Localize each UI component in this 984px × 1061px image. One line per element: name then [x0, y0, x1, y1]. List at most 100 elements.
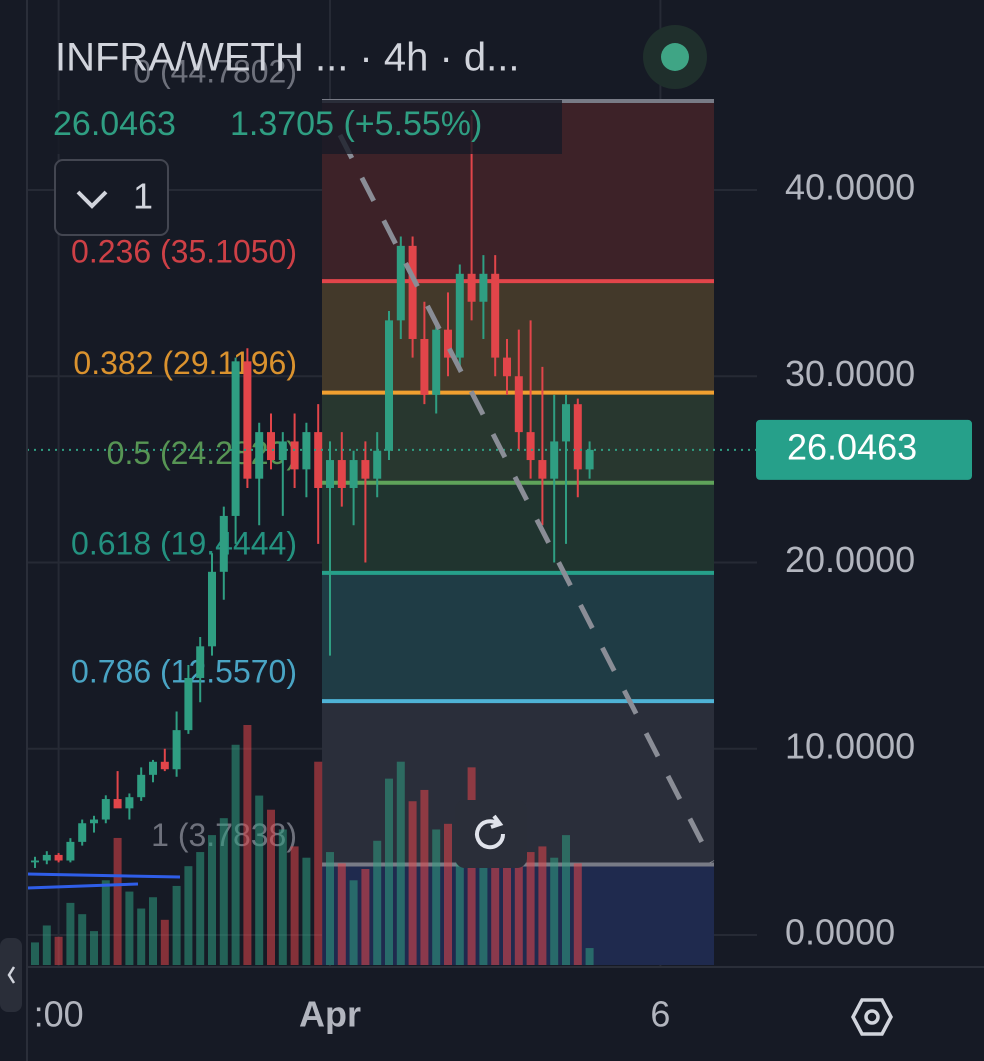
volume-bar: [337, 863, 346, 965]
drawing-line: [27, 872, 181, 879]
reset-arrow: [490, 814, 504, 829]
candle-body: [538, 460, 547, 479]
fib-label: 0.382 (29.1196): [73, 345, 297, 381]
indicator-toggle[interactable]: [54, 159, 169, 236]
volume-bar: [373, 840, 382, 965]
volume-bar: [396, 761, 405, 965]
candle-body: [467, 273, 476, 302]
candle-body: [349, 460, 358, 488]
candle-body: [326, 460, 334, 488]
volume-bar: [101, 880, 110, 965]
candle-body: [290, 441, 299, 470]
candle-body: [455, 273, 464, 358]
settings-icon-center: [864, 1009, 880, 1025]
volume-bar: [408, 801, 417, 965]
volume-bar: [231, 744, 240, 965]
volume-bar: [66, 902, 75, 965]
volume-bar: [54, 936, 63, 965]
fib-zone: [322, 572, 714, 702]
candle-body: [172, 730, 181, 770]
x-tick-label: Apr: [299, 994, 361, 1035]
volume-bar: [172, 885, 181, 965]
volume-bar: [208, 835, 216, 965]
candle-body: [125, 797, 134, 809]
candle-body: [78, 823, 87, 842]
volume-bar: [278, 829, 287, 965]
candle-body: [562, 404, 570, 442]
candle-body: [396, 245, 405, 321]
candle-body: [302, 432, 311, 470]
fib-label: 0.5 (24.2820): [107, 435, 297, 471]
volume-bar: [562, 835, 570, 965]
volume-bar: [538, 846, 547, 965]
settings-icon[interactable]: [851, 998, 893, 1036]
last-price: 26.0463: [53, 105, 176, 143]
candle-body: [66, 841, 75, 861]
candle-body: [361, 460, 370, 479]
fib-label: 0.236 (35.1050): [71, 234, 297, 270]
collapse-icon: [7, 966, 16, 984]
legend-bg: [45, 100, 562, 154]
candle-body: [526, 432, 535, 461]
volume-bar: [444, 823, 452, 965]
symbol-title[interactable]: INFRA/WETH ... · 4h · d...: [55, 36, 520, 80]
volume-bar: [113, 837, 122, 965]
candle-body: [408, 245, 417, 339]
volume-bar: [290, 846, 299, 965]
reset-icon: [475, 819, 506, 850]
candle-body: [573, 404, 582, 470]
volume-bar: [585, 948, 594, 965]
collapse-tab[interactable]: [0, 938, 22, 1012]
candle-body: [31, 860, 39, 863]
candle-body: [432, 329, 441, 395]
candle-body: [54, 854, 63, 861]
volume-bar: [349, 880, 358, 965]
volume-bar: [243, 725, 252, 965]
candle-body: [137, 774, 146, 798]
y-tick-label: 40.0000: [785, 166, 915, 207]
candle-body: [149, 761, 157, 775]
volume-bar: [196, 852, 205, 965]
candle-body: [101, 799, 110, 820]
candle-body: [255, 432, 264, 479]
candle-body: [196, 646, 205, 678]
volume-bar: [503, 840, 511, 965]
candle-body: [385, 320, 393, 451]
volume-bar: [219, 818, 228, 965]
volume-bar: [78, 914, 87, 965]
indicator-count: 1: [133, 176, 153, 217]
volume-bar: [514, 829, 523, 965]
status-dot[interactable]: [661, 43, 689, 71]
candle-body: [444, 329, 452, 358]
candle-body: [550, 441, 559, 479]
candle-body: [373, 450, 382, 479]
volume-bar: [31, 942, 39, 965]
price-tag-label: 26.0463: [787, 426, 917, 467]
candle-body: [90, 819, 98, 824]
volume-bar: [137, 908, 146, 965]
volume-bar: [160, 919, 169, 965]
volume-bar: [432, 829, 441, 965]
y-tick-label: 30.0000: [785, 353, 915, 394]
fib-label: 0.618 (19.4444): [71, 525, 297, 561]
fib-label: 0.786 (12.5570): [71, 654, 297, 690]
candle-body: [479, 273, 488, 302]
candle-body: [208, 571, 216, 647]
volume-bar: [526, 852, 535, 965]
candle-body: [113, 799, 122, 809]
candle-body: [503, 357, 511, 377]
candle-body: [42, 854, 51, 861]
candle-body: [184, 677, 193, 731]
candle-body: [160, 761, 169, 770]
fib-zone: [322, 482, 714, 573]
volume-bar: [550, 857, 559, 965]
y-tick-label: 20.0000: [785, 539, 915, 580]
reset-button[interactable]: [455, 800, 527, 868]
volume-bar: [42, 925, 51, 965]
price-change: 1.3705 (+5.55%): [230, 105, 482, 143]
x-tick-label: :00: [34, 994, 84, 1035]
volume-bar: [255, 795, 264, 965]
fib-label: 0 (44.7802): [133, 53, 297, 89]
volume-bar: [420, 789, 429, 965]
